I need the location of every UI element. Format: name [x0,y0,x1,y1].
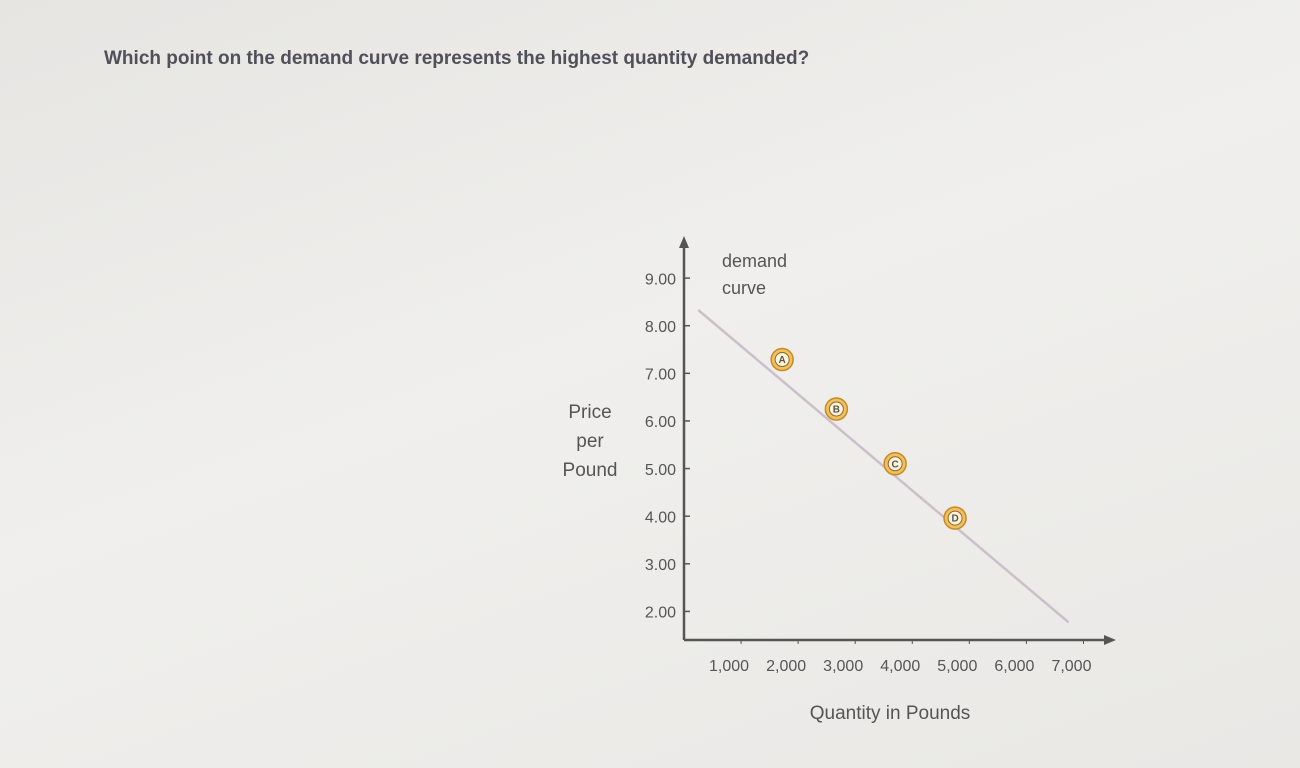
x-tick-label: 6,000 [994,658,1034,675]
y-axis-label: Price per Pound [562,402,618,481]
x-axis-label: Quantity in Pounds [809,703,971,724]
point-inner [774,352,790,368]
x-arrow [1104,635,1116,645]
demand-line [697,309,1070,624]
y-tick-label: 7.00 [645,367,676,384]
series-label: demand curve [722,251,788,298]
point-inner [828,401,844,417]
y-tick-label: 3.00 [645,557,676,574]
point-inner [887,456,903,472]
y-tick-label: 6.00 [645,414,676,431]
y-tick-label: 4.00 [645,509,676,526]
x-tick-label: 3,000 [823,658,863,675]
y-tick-label: 9.00 [645,271,676,288]
x-tick-label: 2,000 [766,658,806,675]
y-tick-label: 2.00 [645,605,676,622]
y-tick-label: 5.00 [645,462,676,479]
point-label: B [833,405,840,416]
point-inner [947,510,963,526]
x-tick-label: 1,000 [709,658,749,675]
y-tick-label: 8.00 [645,319,676,336]
y-arrow [679,236,689,248]
point-label: C [892,459,899,470]
x-tick-label: 7,000 [1051,658,1091,675]
point-label: D [951,514,958,525]
point-label: A [779,355,786,366]
x-tick-label: 5,000 [937,658,977,675]
x-tick-label: 4,000 [880,658,920,675]
question: Which point on the demand curve represen… [104,48,810,69]
